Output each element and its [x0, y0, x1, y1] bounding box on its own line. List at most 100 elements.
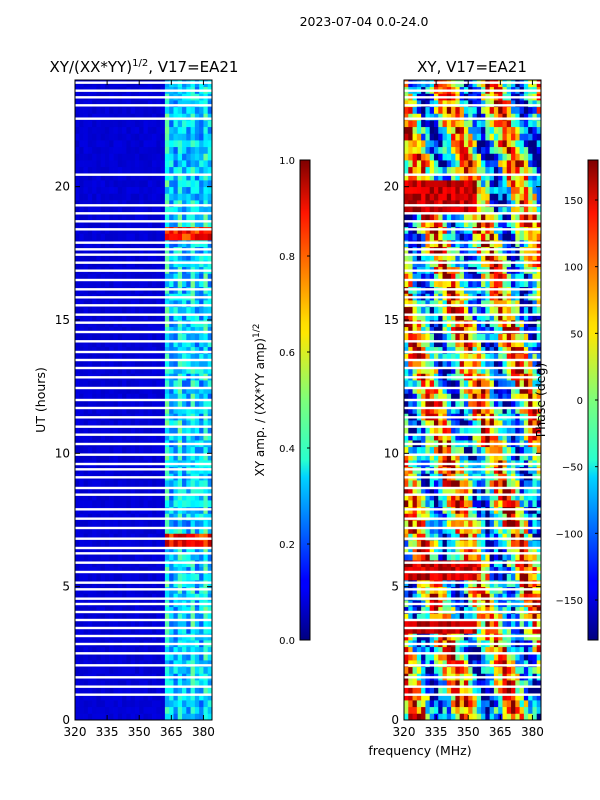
phase-cell — [485, 693, 491, 701]
amplitude-cell — [199, 566, 204, 574]
phase-cell — [433, 406, 439, 414]
amplitude-cell — [117, 573, 123, 581]
phase-cell — [425, 700, 431, 708]
amplitude-cell — [92, 133, 97, 141]
amplitude-cell — [169, 646, 174, 654]
phase-cell — [408, 540, 413, 548]
phase-cell — [532, 666, 538, 674]
amplitude-cell — [139, 400, 144, 408]
amplitude-cell — [126, 686, 132, 694]
phase-cell — [455, 346, 461, 354]
phase-cell — [485, 540, 491, 548]
amplitude-cell — [160, 593, 166, 601]
amplitude-cell — [199, 340, 204, 348]
amplitude-cell — [186, 546, 191, 554]
amplitude-cell — [194, 433, 200, 441]
phase-cell — [472, 533, 478, 541]
amplitude-cell — [134, 346, 140, 354]
phase-cell — [463, 706, 469, 714]
amplitude-cell — [100, 400, 106, 408]
amplitude-cell — [160, 666, 166, 674]
amplitude-cell — [182, 573, 187, 581]
amplitude-cell — [130, 333, 136, 341]
phase-cell — [421, 686, 426, 694]
phase-cell — [404, 713, 409, 721]
phase-cell — [468, 686, 473, 694]
amplitude-cell — [190, 186, 196, 194]
phase-cell — [515, 453, 520, 461]
amplitude-cell — [100, 333, 106, 341]
phase-cell — [493, 366, 499, 374]
amplitude-cell — [92, 606, 97, 614]
amplitude-cell — [143, 433, 149, 441]
phase-cell — [536, 646, 542, 654]
amplitude-cell — [134, 253, 140, 261]
amplitude-cell — [117, 340, 123, 348]
amplitude-cell — [75, 300, 80, 308]
amplitude-cell — [83, 133, 89, 141]
phase-cell — [463, 660, 469, 668]
amplitude-cell — [130, 573, 136, 581]
phase-cell — [446, 700, 452, 708]
amplitude-cell — [160, 686, 166, 694]
phase-cell — [472, 713, 478, 721]
phase-cell — [463, 386, 469, 394]
phase-cell — [416, 713, 422, 721]
phase-cell — [528, 493, 533, 501]
amplitude-cell — [104, 566, 110, 574]
phase-cell — [442, 653, 448, 661]
phase-cell — [438, 393, 443, 401]
amplitude-cell — [164, 153, 170, 161]
amplitude-cell — [79, 520, 84, 528]
amplitude-cell — [169, 126, 174, 134]
amplitude-cell — [75, 433, 80, 441]
amplitude-cell — [113, 120, 119, 128]
amplitude-cell — [182, 180, 187, 188]
amplitude-cell — [169, 326, 174, 334]
amplitude-cell — [126, 113, 132, 121]
amplitude-cell — [186, 686, 191, 694]
amplitude-cell — [92, 146, 97, 154]
amplitude-cell — [113, 546, 119, 554]
amplitude-cell — [152, 666, 157, 674]
phase-cell — [519, 493, 525, 501]
phase-cell — [536, 493, 542, 501]
amplitude-cell — [139, 646, 144, 654]
amplitude-cell — [177, 533, 183, 541]
phase-cell — [489, 660, 495, 668]
phase-cell — [532, 566, 538, 574]
amplitude-cell — [156, 566, 162, 574]
phase-cell — [455, 480, 461, 488]
amplitude-cell — [207, 313, 213, 321]
phase-cell — [404, 500, 409, 508]
amplitude-cell — [109, 306, 114, 314]
amplitude-cell — [113, 200, 119, 208]
amplitude-cell — [190, 300, 196, 308]
amplitude-cell — [100, 200, 106, 208]
amplitude-cell — [177, 626, 183, 634]
amplitude-cell — [100, 360, 106, 368]
amplitude-cell — [190, 220, 196, 228]
phase-cell — [515, 360, 520, 368]
amplitude-cell — [87, 120, 93, 128]
amplitude-cell — [199, 446, 204, 454]
amplitude-cell — [207, 520, 213, 528]
phase-cell — [459, 540, 465, 548]
phase-cell — [412, 706, 418, 714]
amplitude-cell — [156, 153, 162, 161]
phase-cell — [421, 606, 426, 614]
phase-cell — [438, 620, 443, 628]
amplitude-cell — [75, 660, 80, 668]
amplitude-cell — [122, 306, 127, 314]
amplitude-cell — [190, 193, 196, 201]
amplitude-cell — [130, 566, 136, 574]
amplitude-cell — [143, 493, 149, 501]
amplitude-cell — [104, 106, 110, 114]
amplitude-cell — [92, 620, 97, 628]
phase-cell — [451, 566, 456, 574]
amplitude-cell — [100, 433, 106, 441]
phase-cell — [528, 706, 533, 714]
phase-cell — [498, 493, 503, 501]
phase-cell — [536, 613, 542, 621]
phase-cell — [485, 686, 491, 694]
